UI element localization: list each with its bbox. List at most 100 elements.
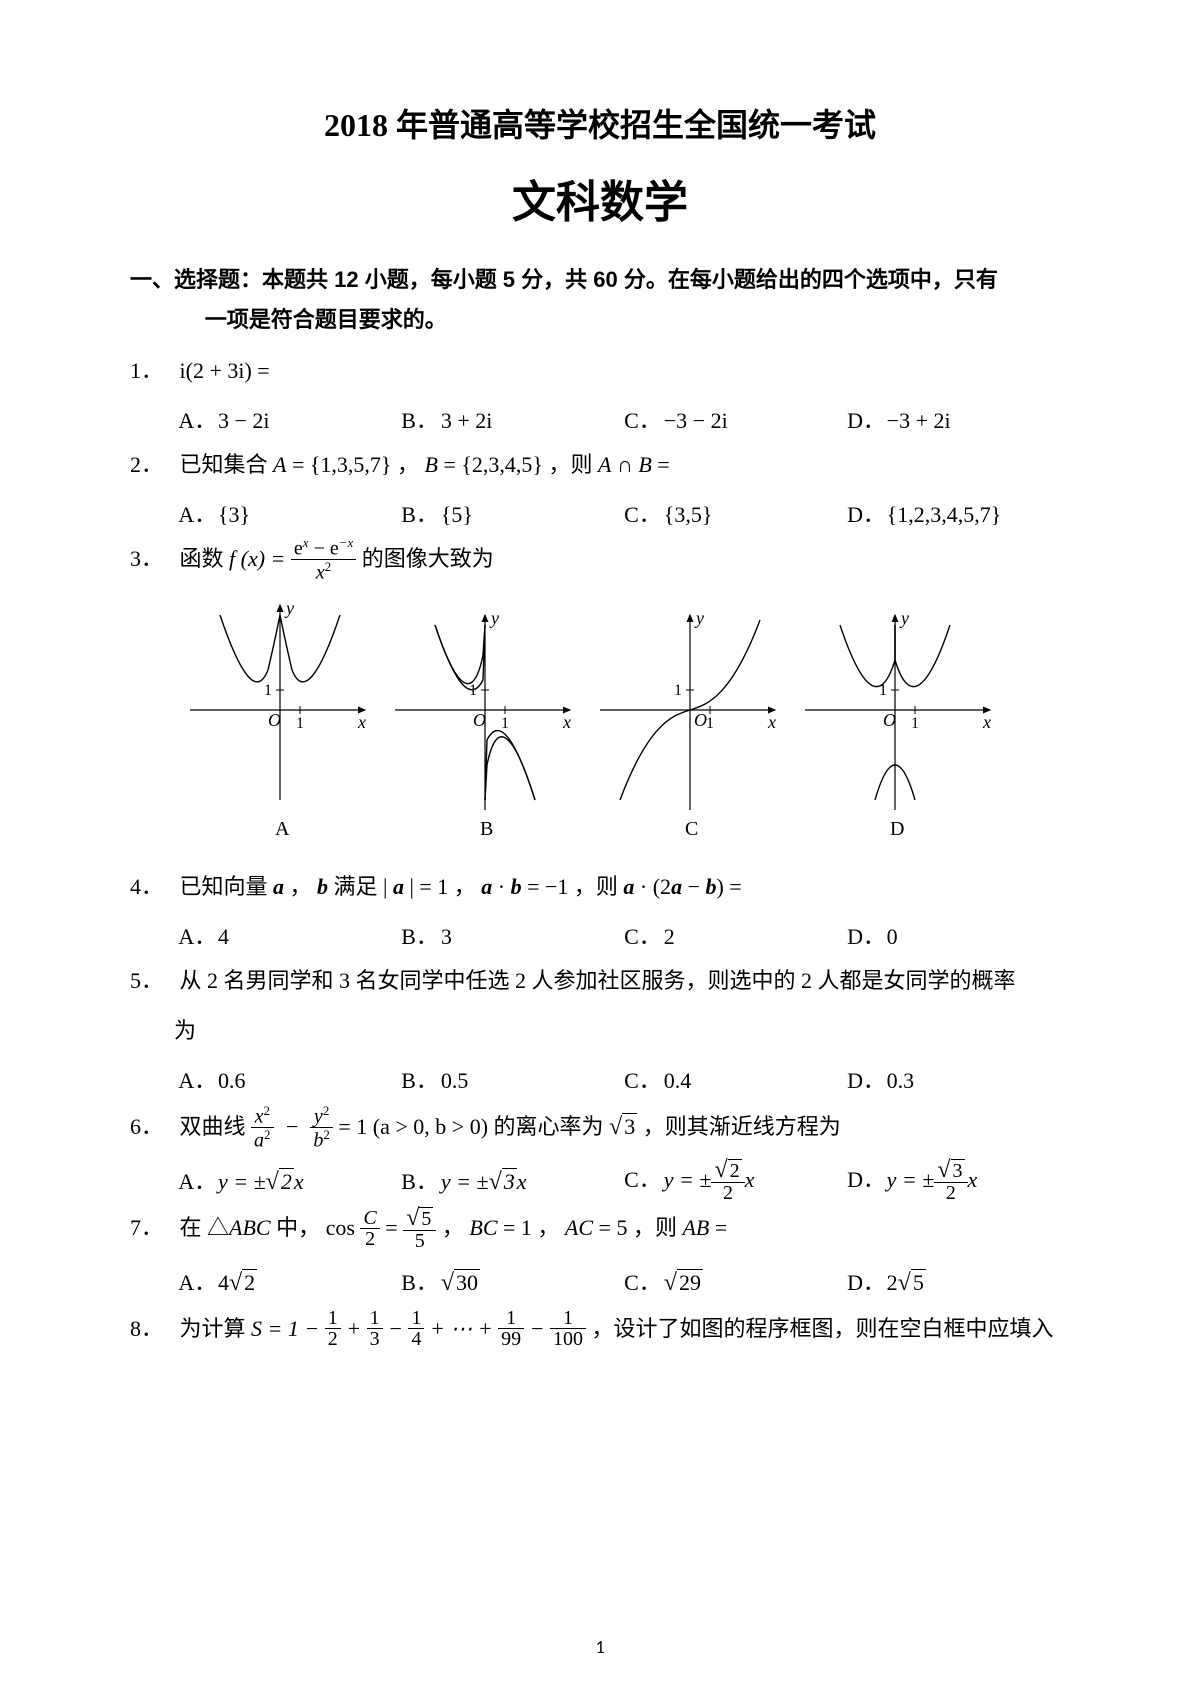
q2-B-label: B． (401, 493, 441, 537)
q7-C-rad: 29 (677, 1269, 703, 1295)
question-2: 2． 已知集合 A = {1,3,5,7} ， B = {2,3,4,5} ，则… (130, 443, 1070, 487)
question-5b: 为 (130, 1009, 1070, 1053)
q2-B-text: {5} (441, 502, 473, 527)
svg-text:D: D (890, 818, 904, 840)
q7-D-coef: 2 (887, 1270, 898, 1295)
q7-C-label: C． (624, 1261, 664, 1305)
q7-D-rad: 5 (911, 1269, 926, 1295)
q6-B-label: B． (401, 1160, 441, 1204)
q7-rt5-den: 5 (403, 1231, 436, 1251)
q4-stem: 已知向量 a ， b 满足 | a | = 1 ， a · b = −1 ，则 … (180, 874, 742, 899)
q8-m1: − (388, 1316, 408, 1341)
q6-sqrt3-arg: 3 (622, 1113, 637, 1139)
q2-D-label: D． (847, 493, 887, 537)
q3-graphs-svg: O 1 1 x y A O 1 1 x y (180, 600, 1010, 850)
q6-sqrt3: √3 (609, 1103, 637, 1151)
svg-text:1: 1 (264, 682, 272, 699)
q6-C-label: C． (624, 1158, 664, 1202)
q6-options: A．y = ±√2x B．y = ±√3x C．y = ±√22x D．y = … (130, 1158, 1070, 1206)
q5-D-label: D． (847, 1059, 887, 1103)
q5-A-text: 0.6 (218, 1068, 246, 1093)
q7-options: A．4√2 B．√30 C．√29 D．2√5 (130, 1259, 1070, 1307)
q6-C-pre: y = ± (664, 1167, 712, 1192)
exam-page: 2018 年普通高等学校招生全国统一考试 文科数学 一、选择题：本题共 12 小… (0, 0, 1200, 1698)
q7-optB: B．√30 (401, 1259, 624, 1307)
q7-stem-a: 在 △ABC 中， (180, 1215, 326, 1240)
q8-Seq: S = 1 − (251, 1316, 325, 1341)
q1-options: A．3 − 2i B．3 + 2i C．−3 − 2i D．−3 + 2i (130, 399, 1070, 443)
graph-D: O 1 1 x y D (805, 608, 991, 840)
q8-t2: 1 (367, 1308, 383, 1329)
q4-A-text: 4 (218, 924, 229, 949)
q3-num-e2: − e (309, 538, 339, 560)
q1-optC: C．−3 − 2i (624, 399, 847, 443)
question-1: 1． i(2 + 3i) = (130, 349, 1070, 393)
graph-C: O 1 1 x y C (600, 608, 776, 840)
q6-C-den: 2 (711, 1183, 744, 1203)
q2-options: A．{3} B．{5} C．{3,5} D．{1,2,3,4,5,7} (130, 493, 1070, 537)
q7-rt5: √55 (403, 1206, 436, 1251)
q5-D-text: 0.3 (887, 1068, 915, 1093)
q5-A-label: A． (178, 1059, 218, 1103)
q1-stem: i(2 + 3i) = (180, 358, 270, 383)
q6-stem-c: ，则其渐近线方程为 (643, 1114, 841, 1139)
q7-number: 7． (130, 1206, 174, 1250)
q8-number: 8． (130, 1307, 174, 1351)
q8-t3: 3 (367, 1329, 383, 1349)
q6-B-pre: y = ± (441, 1169, 489, 1194)
svg-text:x: x (357, 712, 366, 732)
q4-A-label: A． (178, 915, 218, 959)
q8-stem-a: 为计算 (180, 1316, 252, 1341)
q7-D-label: D． (847, 1261, 887, 1305)
section1-heading-a: 一、选择题：本题共 12 小题，每小题 5 分，共 60 分。在每小题给出的四个… (130, 267, 998, 292)
q4-number: 4． (130, 865, 174, 909)
q6-A-pre: y = ± (218, 1169, 266, 1194)
svg-text:B: B (480, 818, 493, 840)
q7-A-label: A． (178, 1261, 218, 1305)
svg-text:1: 1 (501, 715, 509, 732)
question-6: 6． 双曲线 x2a2 − y2b2 = 1 (a > 0, b > 0) 的离… (130, 1103, 1070, 1152)
question-4: 4． 已知向量 a ， b 满足 | a | = 1 ， a · b = −1 … (130, 865, 1070, 909)
q8-t8: 1 (550, 1308, 586, 1329)
q5-C-text: 0.4 (664, 1068, 692, 1093)
q1-A-label: A． (178, 399, 218, 443)
q1-B-label: B． (401, 399, 441, 443)
q7-eq: = (385, 1215, 403, 1240)
q4-options: A．4 B．3 C．2 D．0 (130, 915, 1070, 959)
q5-optB: B．0.5 (401, 1059, 624, 1103)
q7-optD: D．2√5 (847, 1259, 1070, 1307)
q1-number: 1． (130, 349, 174, 393)
q1-paren: (2 + 3i) = (186, 358, 270, 383)
q1-A-text: 3 − 2i (218, 408, 270, 433)
q6-D-label: D． (847, 1158, 887, 1202)
q3-fx-lhs: f (x) = (229, 546, 285, 571)
q8-t5: 4 (408, 1329, 424, 1349)
q6-stem-a: 双曲线 (180, 1114, 252, 1139)
q5-C-label: C． (624, 1059, 664, 1103)
q1-B-text: 3 + 2i (441, 408, 493, 433)
svg-text:y: y (284, 600, 294, 618)
svg-text:x: x (982, 712, 991, 732)
q2-optD: D．{1,2,3,4,5,7} (847, 493, 1070, 537)
q6-A-label: A． (178, 1160, 218, 1204)
q6-D-pre: y = ± (887, 1167, 935, 1192)
question-8: 8． 为计算 S = 1 − 12 + 13 − 14 + ⋯ + 199 − … (130, 1307, 1070, 1351)
q4-optA: A．4 (178, 915, 401, 959)
q1-optA: A．3 − 2i (178, 399, 401, 443)
q3-number: 3． (130, 537, 174, 581)
q5-stem2: 为 (174, 1018, 196, 1043)
q6-B-post: x (517, 1169, 527, 1194)
q6-B-rad: 3 (502, 1168, 517, 1194)
q6-D-rad: 3 (951, 1159, 965, 1182)
question-7: 7． 在 △ABC 中， cos C2 = √55 ， BC = 1 ， AC … (130, 1206, 1070, 1252)
svg-text:y: y (489, 608, 499, 628)
q4-D-label: D． (847, 915, 887, 959)
q5-B-label: B． (401, 1059, 441, 1103)
q7-rt5-num: 5 (419, 1207, 433, 1230)
q2-C-text: {3,5} (664, 502, 713, 527)
svg-text:O: O (883, 710, 896, 730)
svg-text:1: 1 (674, 682, 682, 699)
q8-t9: 100 (550, 1329, 586, 1349)
q6-optB: B．y = ±√3x (401, 1158, 624, 1206)
page-number: 1 (0, 1636, 1200, 1658)
